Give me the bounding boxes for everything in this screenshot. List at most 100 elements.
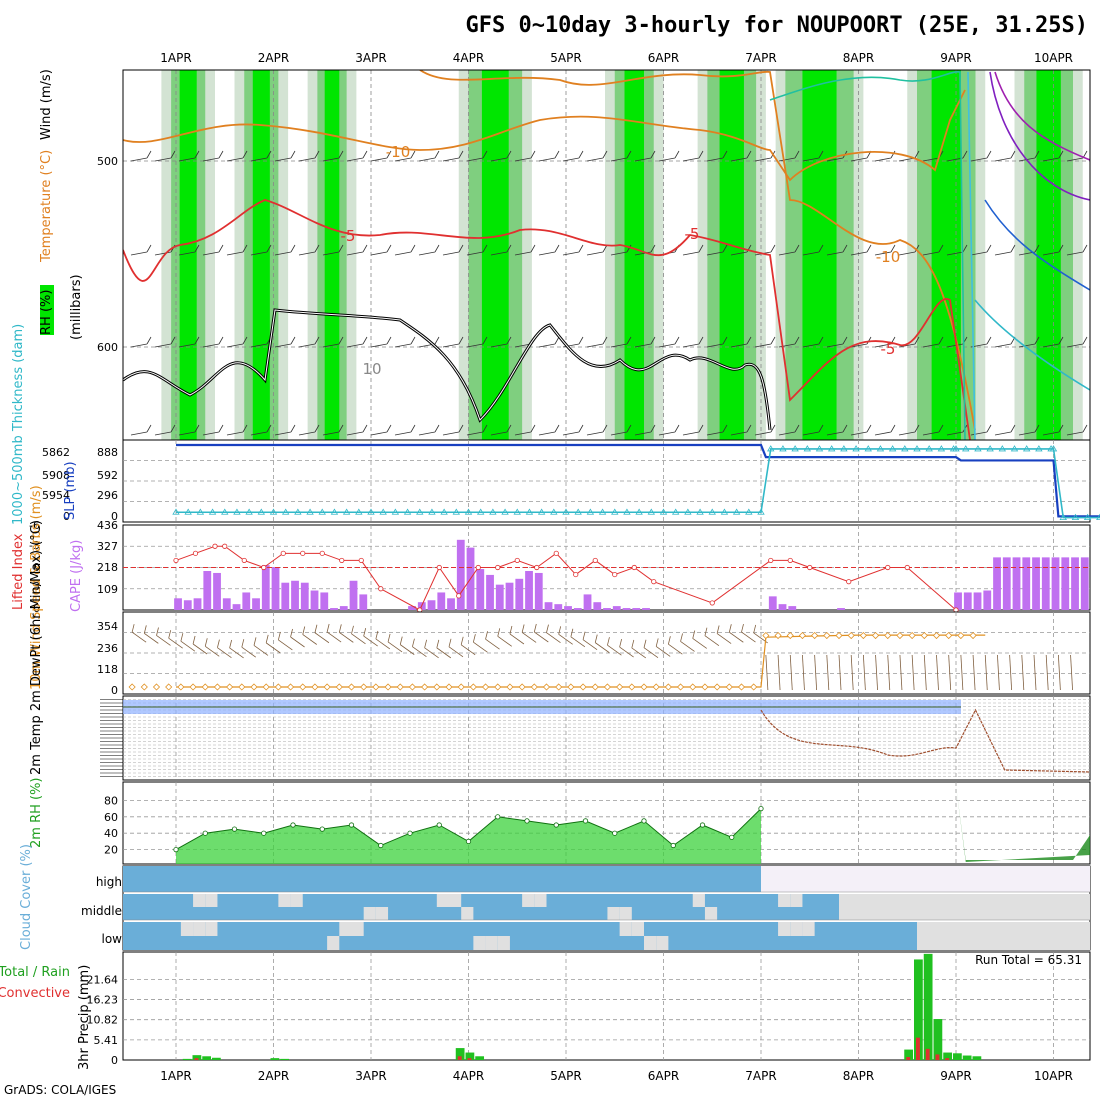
upper-wind-barb (202, 244, 224, 256)
precip-bar (475, 1056, 485, 1060)
cape-bar (837, 608, 845, 610)
contour-label: -5 (685, 225, 700, 243)
upper-wind-barb (322, 336, 344, 348)
temp-contour-cold (984, 199, 1090, 291)
surface-wind-barb (997, 654, 1000, 691)
date-label-top: 6APR (648, 51, 679, 65)
thickness-marker (840, 445, 848, 452)
surface-wind-barb (229, 639, 244, 659)
upper-wind-barb (610, 336, 632, 348)
upper-wind-barb (586, 424, 608, 436)
cape-bar (1002, 557, 1011, 610)
lifted-index-tick: -6 (29, 519, 40, 532)
date-label-bottom: 2APR (258, 1069, 289, 1083)
thickness-marker (1049, 445, 1058, 452)
cape-bar (252, 598, 260, 610)
lifted-index-marker (651, 579, 657, 585)
thickness-marker (403, 508, 412, 515)
cape-bar (1012, 557, 1021, 610)
date-label-top: 8APR (843, 51, 874, 65)
cloud-gap (278, 894, 291, 907)
wind-speed-marker (908, 631, 916, 640)
thickness-marker (647, 508, 656, 515)
cape-bar (583, 594, 592, 610)
cloud-gap (790, 922, 803, 936)
cloud-gap (375, 907, 389, 920)
cloud-gap (778, 894, 791, 907)
cape-bar (300, 582, 309, 610)
rh-band-core (624, 70, 644, 440)
lifted-index-marker (300, 550, 306, 556)
thickness-marker (708, 508, 716, 515)
cloud-gap (863, 907, 876, 920)
upper-wind-barb (970, 244, 992, 256)
thickness-marker (318, 508, 326, 515)
cape-bar (261, 565, 270, 610)
upper-wind-barb (274, 244, 296, 256)
upper-wind-barb (1042, 150, 1064, 162)
date-label-bottom: 3APR (355, 1069, 386, 1083)
upper-wind-barb (250, 424, 272, 436)
surface-wind-barb (838, 654, 842, 691)
lifted-index-marker (192, 550, 199, 556)
thickness-marker (745, 508, 753, 515)
lifted-index-marker (612, 571, 618, 578)
cloud-gap (339, 922, 352, 936)
date-label-bottom: 6APR (648, 1069, 679, 1083)
temp-contour-cold (974, 299, 1090, 391)
wind-speed-marker (165, 683, 173, 691)
wind-speed-marker (664, 683, 672, 691)
cape-bar (603, 608, 611, 610)
cloud-gap (485, 936, 498, 950)
cloud-high-layer (123, 866, 761, 892)
cape-bar (330, 608, 338, 610)
date-label-bottom: 10APR (1034, 1069, 1073, 1083)
upper-wind-barb (226, 150, 248, 162)
surface-wind-barb (655, 638, 671, 657)
surface-wind-barb (936, 654, 939, 691)
thickness-marker (623, 508, 631, 515)
cloud-gap (497, 936, 510, 950)
cloud-gap (205, 894, 218, 907)
wind-speed-marker (676, 683, 685, 691)
thickness-tick: 5908 (42, 469, 70, 482)
slp-tick: 592 (97, 469, 118, 482)
rh2m-marker (407, 830, 413, 836)
wind-speed-marker (128, 683, 136, 691)
upper-wind-barb (586, 336, 608, 348)
surface-wind-barb (241, 639, 257, 658)
rh-band-core (252, 70, 270, 440)
thickness-marker (440, 508, 448, 515)
wind-speed-marker (226, 683, 234, 691)
contour-label: -10 (876, 248, 901, 266)
cape-bar (525, 571, 533, 610)
upper-wind-barb (394, 424, 416, 436)
surface-wind-barb (802, 654, 805, 691)
temp-contour-orange-2 (419, 70, 976, 431)
contour-label: -5 (341, 227, 356, 245)
date-label-bottom: 7APR (745, 1069, 776, 1083)
upper-wind-barb (514, 244, 536, 256)
surface-wind-barb (631, 639, 647, 659)
upper-wind-barb (442, 150, 464, 162)
cape-bar (963, 592, 972, 610)
rh2m-marker (553, 822, 559, 828)
cape-bar (554, 604, 563, 610)
thickness-marker (306, 508, 314, 515)
surface-wind-barb (1021, 654, 1025, 691)
thickness-marker (586, 508, 595, 515)
date-label-bottom: 5APR (550, 1069, 581, 1083)
cloud-gap (692, 894, 705, 907)
surface-wind-barb (814, 654, 818, 691)
temp2m-axis-label: 2m Temp 2m DewPt (6hr Min/Max) (°C) (29, 520, 44, 775)
wind-speed-marker (579, 683, 587, 691)
cloud-cover-labels: Cloud Cover (%) high middle low (19, 844, 122, 950)
thickness-marker (611, 508, 619, 515)
thickness-marker (815, 445, 824, 452)
lifted-index-marker (885, 564, 891, 571)
rh2m-tick: 40 (104, 827, 118, 840)
upper-wind-barb (682, 424, 704, 436)
lifted-index-marker (339, 557, 345, 564)
thickness-marker (562, 508, 570, 515)
upper-wind-barb (634, 424, 656, 436)
